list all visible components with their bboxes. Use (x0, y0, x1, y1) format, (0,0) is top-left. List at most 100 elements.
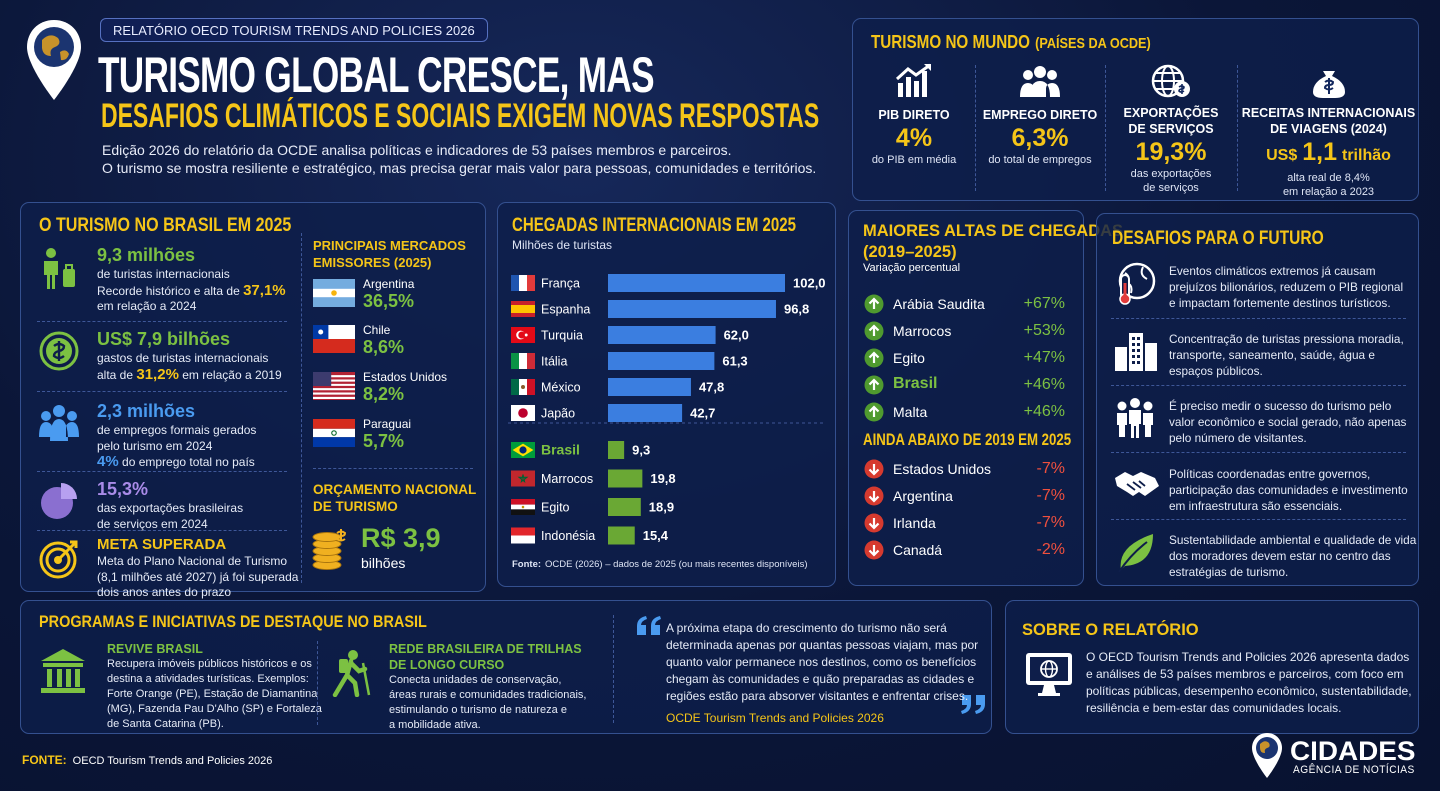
shape (868, 405, 880, 417)
bar (608, 274, 785, 292)
panel-title: SOBRE O RELATÓRIO (1022, 621, 1199, 639)
divider (613, 615, 614, 723)
icon (41, 649, 85, 693)
change: -7% (1036, 460, 1065, 477)
country: Malta (893, 404, 928, 420)
shape (43, 663, 83, 667)
bar (608, 300, 776, 318)
shape (517, 474, 529, 484)
shape (511, 509, 535, 515)
text-line: EXPORTAÇÕES (1123, 106, 1219, 120)
shape (65, 264, 73, 269)
shape (313, 372, 332, 386)
shape (519, 275, 527, 291)
category-label: Itália (541, 354, 567, 368)
quote-attribution: OCDE Tourism Trends and Policies 2026 (666, 711, 884, 725)
category-label: Espanha (541, 302, 590, 316)
text-line: em infraestrutura são essenciais. (1169, 499, 1343, 513)
shape (313, 339, 355, 353)
icon (44, 248, 75, 289)
shape (868, 324, 880, 336)
quote-mark (637, 616, 661, 635)
change: +46% (1023, 376, 1065, 393)
text-line: estimulando o turismo de natureza e (389, 704, 567, 716)
shape (518, 408, 528, 418)
stat: 15,3% das exportações brasileiras de servi… (97, 477, 243, 532)
bar (608, 352, 715, 370)
text-line: 4% do emprego total no país (97, 454, 256, 471)
text-line: do total de empregos (988, 154, 1092, 166)
shape (331, 290, 337, 296)
shape (56, 540, 78, 562)
divider (37, 391, 287, 392)
shape (868, 545, 880, 557)
country: Canadá (893, 542, 943, 558)
program: REDE BRASILEIRA DE TRILHAS DE LONGO CURSO… (389, 641, 587, 733)
value: 1,1 (1302, 138, 1337, 166)
shape (313, 437, 355, 447)
flag (511, 327, 535, 343)
text-line: determinada apenas por quantas pessoas v… (666, 638, 979, 652)
shape (1137, 355, 1140, 358)
value: 6,3% (1011, 124, 1069, 152)
shape (1137, 349, 1140, 352)
shape (339, 659, 348, 673)
market-share: 8,2% (363, 384, 405, 404)
text-line: Recorde histórico e alta de 37,1% (97, 282, 286, 300)
shape (511, 535, 535, 544)
category-label: Egito (541, 500, 570, 514)
shape (527, 379, 535, 395)
text-line: quanto valor permanece nos destinos, com… (666, 655, 977, 669)
shape (348, 650, 358, 660)
up-title: MAIORES ALTAS DE CHEGADAS (2019–2025) (863, 221, 1123, 263)
shape (41, 688, 85, 693)
shape (1137, 337, 1140, 340)
text-line: resiliência e bem-estar das comunidades … (1086, 701, 1342, 715)
stat: EXPORTAÇÕES DE SERVIÇOS 19,3% das exportaçõ… (1105, 105, 1237, 195)
icon (1117, 398, 1153, 438)
country: Brasil (893, 375, 938, 392)
shape (41, 411, 51, 421)
text-line: MAIORES ALTAS DE CHEGADAS (863, 222, 1124, 240)
market-name: Estados Unidos (363, 370, 448, 384)
challenge: Concentração de turistas pressiona morad… (1169, 331, 1404, 379)
chart-subtitle: Milhões de turistas (512, 238, 613, 252)
stat: PIB DIRETO 4% do PIB em média (853, 107, 975, 167)
category-label: França (541, 276, 580, 290)
change: -7% (1036, 487, 1065, 504)
text-line: DE LONGO CURSO (389, 658, 505, 672)
brazil-panel: O TURISMO NO BRASIL EM 2025 9,3 milhões de… (20, 202, 486, 599)
quote-mark (961, 695, 985, 714)
change: +67% (1023, 295, 1065, 312)
monitor-icon (1026, 653, 1072, 696)
brand-pin (1252, 733, 1282, 778)
flag (313, 372, 355, 400)
change: +46% (1023, 403, 1065, 420)
text-line: de Santa Catarina (PB). (107, 718, 224, 730)
text: dois anos antes do prazo (97, 585, 232, 599)
shape (1260, 741, 1270, 753)
shape (868, 518, 880, 530)
shape (331, 430, 337, 436)
text-line: dois anos antes do prazo (97, 585, 298, 601)
text-line: dos moradores devem estar no centro das (1169, 549, 1391, 563)
challenge: Políticas coordenadas entre governos, par… (1169, 466, 1408, 514)
shape (1143, 401, 1153, 411)
text-line: Políticas coordenadas entre governos, (1169, 467, 1371, 481)
shape (44, 261, 58, 289)
text-line: valor econômico e social gerado, não ape… (1169, 415, 1407, 429)
text-line: O OECD Tourism Trends and Policies 2026 … (1086, 650, 1410, 664)
flag (511, 442, 535, 458)
globe-land (42, 35, 69, 61)
bar (608, 378, 691, 396)
text-line: das exportações (1130, 168, 1212, 180)
shape (53, 405, 65, 417)
shape (41, 649, 85, 661)
shape (1178, 84, 1185, 94)
arrow-icon (864, 540, 884, 560)
divider (1111, 318, 1406, 319)
icon (1115, 333, 1157, 371)
text-line: Recupera imóveis públicos históricos e o… (107, 658, 312, 670)
shape (1145, 343, 1157, 371)
